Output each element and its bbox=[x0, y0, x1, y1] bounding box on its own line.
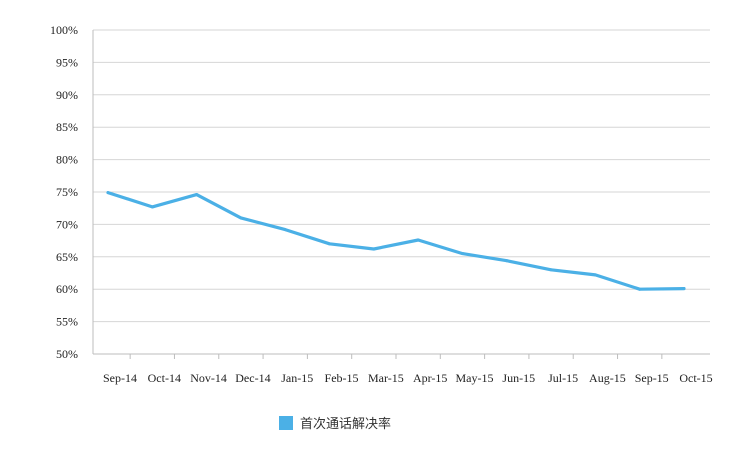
x-tick-label: Oct-14 bbox=[148, 371, 181, 385]
y-tick-label: 80% bbox=[56, 153, 78, 167]
y-tick-label: 60% bbox=[56, 282, 78, 296]
data-point bbox=[416, 238, 420, 242]
y-tick-label: 90% bbox=[56, 88, 78, 102]
x-tick-label: Jul-15 bbox=[548, 371, 578, 385]
series-layer bbox=[106, 191, 686, 291]
x-tick-label: Apr-15 bbox=[413, 371, 447, 385]
legend-swatch bbox=[279, 416, 293, 430]
data-point bbox=[593, 273, 597, 277]
y-tick-label: 55% bbox=[56, 315, 78, 329]
y-tick-label: 65% bbox=[56, 250, 78, 264]
x-tick-label: Oct-15 bbox=[679, 371, 712, 385]
x-tick-label: May-15 bbox=[455, 371, 493, 385]
x-axis-tick-labels: Sep-14 Oct-14 Nov-14 Dec-14 Jan-15 Feb-15 Mar-… bbox=[103, 371, 713, 385]
legend: 首次通话解决率 bbox=[279, 416, 391, 432]
data-point bbox=[239, 216, 243, 220]
data-point bbox=[638, 287, 642, 291]
data-point bbox=[150, 205, 154, 209]
x-tick-label: Jun-15 bbox=[502, 371, 535, 385]
x-tick-label: Jan-15 bbox=[281, 371, 313, 385]
data-point bbox=[549, 268, 553, 272]
y-tick-label: 95% bbox=[56, 55, 78, 69]
data-point bbox=[460, 252, 464, 256]
data-point bbox=[283, 228, 287, 232]
x-tick-label: Dec-14 bbox=[235, 371, 270, 385]
series-line bbox=[106, 191, 686, 291]
data-point bbox=[328, 242, 332, 246]
x-tick-label: Nov-14 bbox=[190, 371, 227, 385]
y-tick-label: 70% bbox=[56, 217, 78, 231]
axes bbox=[92, 30, 710, 359]
gridlines bbox=[93, 29, 710, 323]
data-point bbox=[372, 247, 376, 251]
y-axis-tick-labels: 50% 55% 60% 65% 70% 75% 80% 85% 90% 95% 100% bbox=[50, 23, 78, 361]
data-point bbox=[682, 287, 686, 291]
x-tick-label: Feb-15 bbox=[325, 371, 359, 385]
x-tick-label: Sep-15 bbox=[635, 371, 669, 385]
y-tick-label: 85% bbox=[56, 120, 78, 134]
y-tick-label: 100% bbox=[50, 23, 78, 37]
data-point bbox=[106, 191, 110, 195]
legend-label: 首次通话解决率 bbox=[300, 416, 391, 432]
data-point bbox=[195, 193, 199, 197]
data-point bbox=[505, 259, 509, 263]
x-tick-label: Sep-14 bbox=[103, 371, 137, 385]
x-tick-label: Aug-15 bbox=[589, 371, 626, 385]
y-tick-label: 50% bbox=[56, 347, 78, 361]
x-tick-label: Mar-15 bbox=[368, 371, 404, 385]
y-tick-label: 75% bbox=[56, 185, 78, 199]
